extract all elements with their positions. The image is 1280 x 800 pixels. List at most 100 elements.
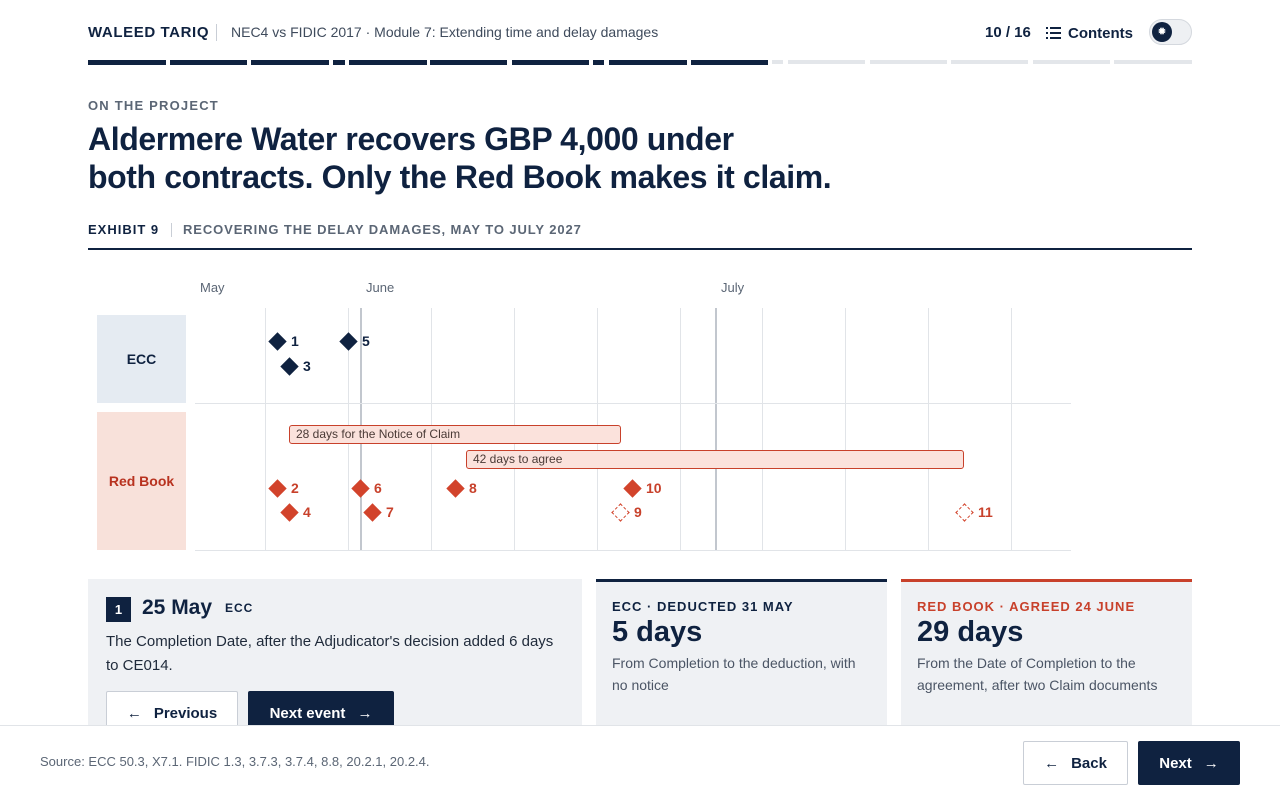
diamond-marker [268, 478, 287, 498]
gridline [265, 308, 266, 550]
stat-description: From Completion to the deduction, with n… [612, 655, 856, 693]
event-marker-11-pending[interactable]: 11 [954, 502, 993, 522]
list-icon [1046, 27, 1061, 39]
event-marker-1[interactable]: 1 [267, 331, 299, 351]
row-label-ecc: ECC [97, 315, 186, 403]
contents-button[interactable]: Contents [1046, 22, 1133, 44]
progress-segment-pending[interactable] [1114, 60, 1192, 64]
sun-icon: ✹ [1152, 22, 1172, 42]
agreement-period: 42 days to agree [466, 450, 964, 469]
progress-segment-complete[interactable] [251, 60, 329, 65]
event-marker-8[interactable]: 8 [445, 478, 477, 498]
diamond-marker [446, 478, 465, 498]
event-marker-5[interactable]: 5 [338, 331, 370, 351]
progress-segment-pending[interactable] [788, 60, 865, 64]
diamond-marker [363, 502, 382, 522]
exhibit-header: EXHIBIT 9 RECOVERING THE DELAY DAMAGES, … [88, 222, 1192, 250]
event-marker-4[interactable]: 4 [279, 502, 311, 522]
event-number: 5 [362, 333, 370, 349]
gridline-month [715, 308, 717, 550]
source-note: Source: ECC 50.3, X7.1. FIDIC 1.3, 3.7.3… [40, 754, 430, 769]
gridline [680, 308, 681, 550]
ecc-stat-card: ECC · DEDUCTED 31 MAY 5 days From Comple… [596, 579, 887, 729]
event-number: 9 [634, 504, 642, 520]
event-marker-9-pending[interactable]: 9 [610, 502, 642, 522]
event-number: 6 [374, 480, 382, 496]
notice-of-claim-period: 28 days for the Notice of Claim [289, 425, 621, 444]
gridline [845, 308, 846, 550]
progress-segment-pending[interactable] [870, 60, 947, 64]
gridline [928, 308, 929, 550]
author-name: WALEED TARIQ [88, 24, 210, 41]
stat-label: RED BOOK · AGREED 24 JUNE [917, 599, 1136, 614]
month-label-june: June [366, 280, 395, 295]
event-number: 1 [291, 333, 299, 349]
theme-toggle[interactable]: ✹ [1149, 19, 1192, 45]
next-button[interactable]: Next → [1138, 741, 1240, 785]
title-line-2: both contracts. Only the Red Book makes … [88, 159, 832, 195]
timeline-chart: May June July ECC Red Book 28 days for t… [0, 260, 1280, 560]
diamond-marker [351, 478, 370, 498]
gridline [1011, 308, 1012, 550]
event-marker-6[interactable]: 6 [350, 478, 382, 498]
event-description: The Completion Date, after the Adjudicat… [106, 633, 554, 674]
progress-segment-complete[interactable] [593, 60, 604, 65]
progress-segment-pending[interactable] [951, 60, 1028, 64]
event-marker-2[interactable]: 2 [267, 478, 299, 498]
header-divider [216, 24, 217, 41]
stat-value: 29 days [917, 616, 1024, 648]
event-marker-3[interactable]: 3 [279, 356, 311, 376]
diamond-marker [280, 356, 299, 376]
row-divider [195, 550, 1071, 551]
exhibit-title: RECOVERING THE DELAY DAMAGES, MAY TO JUL… [183, 222, 582, 237]
event-number: 4 [303, 504, 311, 520]
event-marker-10[interactable]: 10 [622, 478, 662, 498]
top-bar: WALEED TARIQ NEC4 vs FIDIC 2017 · Module… [88, 0, 1192, 64]
progress-segment-complete[interactable] [349, 60, 427, 65]
next-label: Next [1159, 754, 1192, 772]
row-label-red-book: Red Book [97, 412, 186, 550]
progress-segment-complete[interactable] [170, 60, 247, 65]
page-counter: 10 / 16 [985, 24, 1031, 41]
event-number: 2 [291, 480, 299, 496]
back-label: Back [1071, 754, 1107, 772]
progress-segment-pending[interactable] [1033, 60, 1110, 64]
diamond-marker [339, 331, 358, 351]
month-label-july: July [721, 280, 745, 295]
progress-segment-complete[interactable] [609, 60, 687, 65]
course-title: NEC4 vs FIDIC 2017 · Module 7: Extending… [231, 24, 659, 40]
progress-segment-complete[interactable] [88, 60, 166, 65]
event-number: 11 [978, 504, 993, 520]
event-detail-card: 1 25 May ECC The Completion Date, after … [88, 579, 582, 735]
arrow-right-icon: → [1203, 754, 1219, 772]
page-title: Aldermere Water recovers GBP 4,000 under… [88, 120, 888, 196]
contents-label: Contents [1068, 24, 1133, 42]
arrow-left-icon: ← [126, 704, 142, 722]
progress-segment-complete[interactable] [512, 60, 589, 65]
diamond-outline-marker [955, 502, 974, 522]
gridline [762, 308, 763, 550]
event-number-badge: 1 [106, 597, 131, 622]
progress-segment-complete[interactable] [430, 60, 507, 65]
title-line-1: Aldermere Water recovers GBP 4,000 under [88, 121, 734, 157]
event-marker-7[interactable]: 7 [362, 502, 394, 522]
diamond-marker [280, 502, 299, 522]
back-button[interactable]: ← Back [1023, 741, 1128, 785]
stat-label: ECC · DEDUCTED 31 MAY [612, 599, 794, 614]
event-number: 3 [303, 358, 311, 374]
diamond-marker [268, 331, 287, 351]
event-date: 25 May [142, 596, 213, 619]
month-label-may: May [200, 280, 225, 295]
progress-segment-current[interactable] [691, 60, 768, 65]
event-number: 8 [469, 480, 477, 496]
progress-segment-complete[interactable] [333, 60, 345, 65]
diamond-marker [623, 478, 642, 498]
exhibit-divider [171, 223, 172, 237]
progress-bar [88, 60, 1192, 65]
arrow-right-icon: → [357, 704, 373, 722]
diamond-outline-marker [611, 502, 630, 522]
previous-label: Previous [153, 704, 218, 722]
next-event-label: Next event [269, 704, 346, 722]
exhibit-number: EXHIBIT 9 [88, 222, 160, 237]
progress-segment-pending[interactable] [772, 60, 783, 64]
